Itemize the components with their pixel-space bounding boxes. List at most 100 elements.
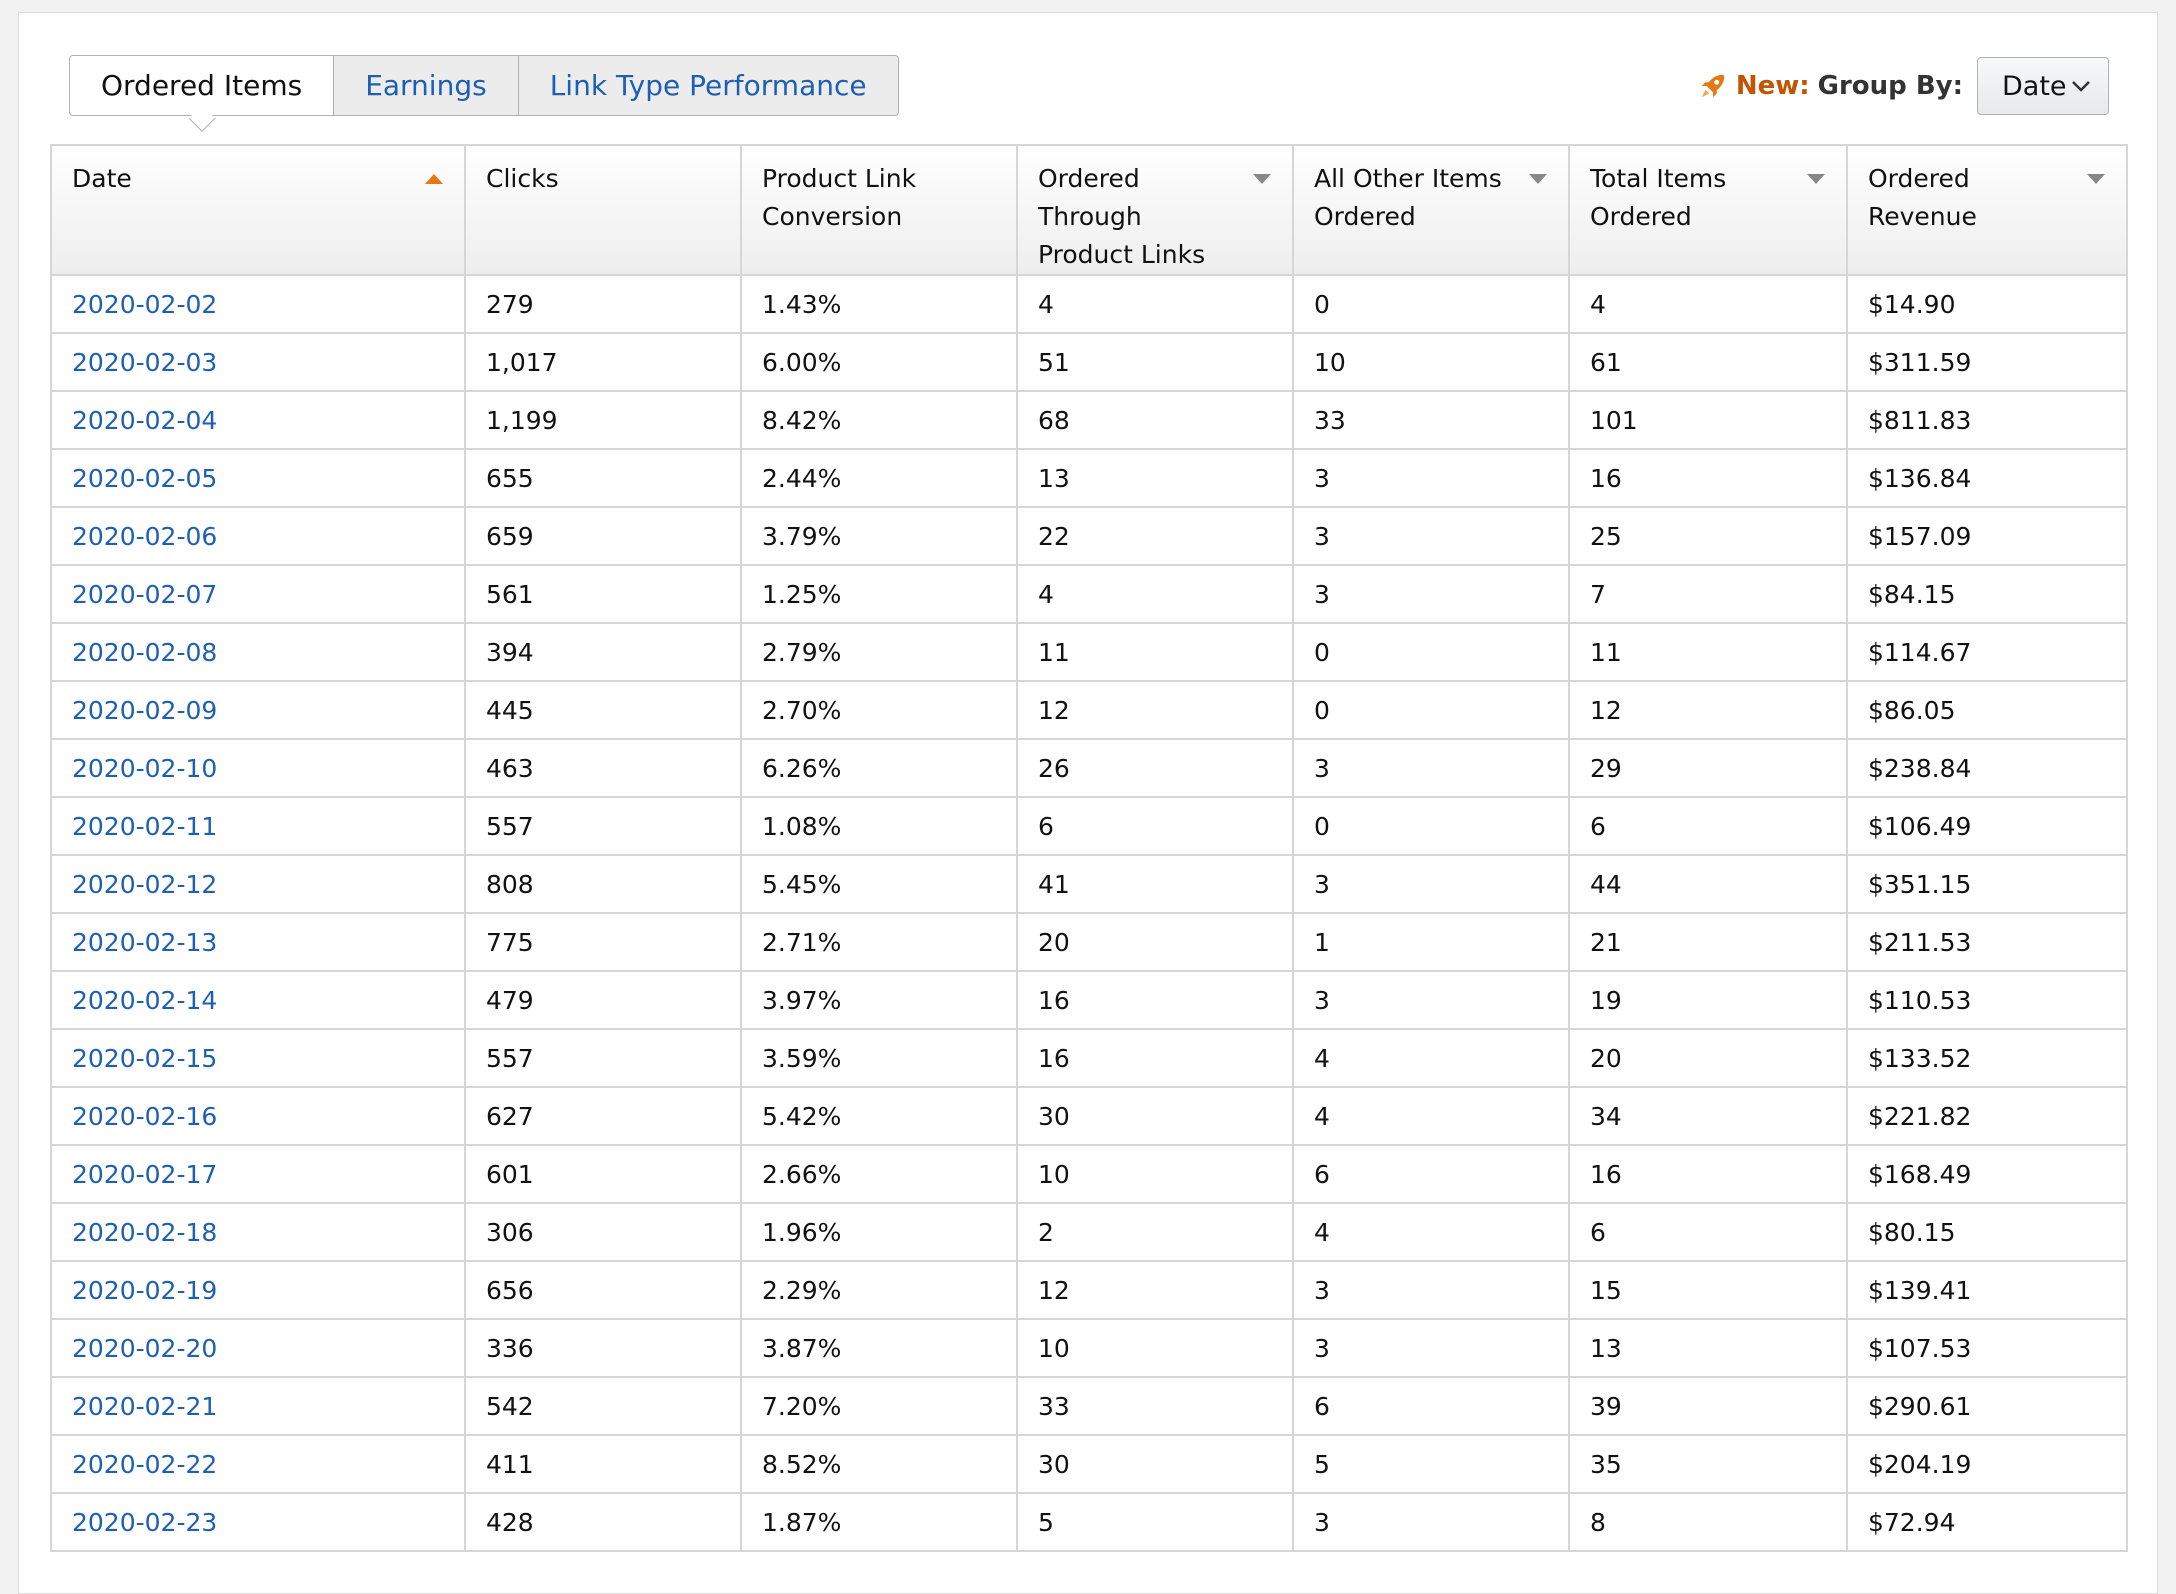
column-header-label: Total Items Ordered	[1590, 164, 1727, 231]
cell-date[interactable]: 2020-02-22	[50, 1434, 466, 1494]
table-row: 2020-02-21 542 7.20% 33 6 39 $290.61	[50, 1376, 2128, 1436]
cell-conversion: 3.97%	[740, 970, 1018, 1030]
report-tabs: Ordered Items Earnings Link Type Perform…	[69, 55, 899, 116]
cell-clicks: 659	[464, 506, 742, 566]
cell-conversion: 3.79%	[740, 506, 1018, 566]
group-by-label: Group By:	[1817, 71, 1963, 101]
cell-conversion: 1.08%	[740, 796, 1018, 856]
cell-total-items: 35	[1568, 1434, 1848, 1494]
table-row: 2020-02-20 336 3.87% 10 3 13 $107.53	[50, 1318, 2128, 1378]
cell-date[interactable]: 2020-02-17	[50, 1144, 466, 1204]
cell-date[interactable]: 2020-02-04	[50, 390, 466, 450]
cell-date[interactable]: 2020-02-20	[50, 1318, 466, 1378]
cell-date[interactable]: 2020-02-16	[50, 1086, 466, 1146]
tab-ordered-items[interactable]: Ordered Items	[69, 55, 335, 116]
cell-date[interactable]: 2020-02-14	[50, 970, 466, 1030]
cell-clicks: 479	[464, 970, 742, 1030]
cell-conversion: 8.52%	[740, 1434, 1018, 1494]
cell-ordered-through-links: 5	[1016, 1492, 1294, 1552]
column-header-ordered-through-product-links[interactable]: Ordered Through Product Links	[1016, 144, 1294, 276]
cell-other-items: 3	[1292, 1260, 1570, 1320]
cell-conversion: 6.26%	[740, 738, 1018, 798]
sort-descending-icon	[1807, 174, 1825, 184]
cell-date[interactable]: 2020-02-05	[50, 448, 466, 508]
column-header-all-other-items-ordered[interactable]: All Other Items Ordered	[1292, 144, 1570, 276]
cell-date[interactable]: 2020-02-06	[50, 506, 466, 566]
cell-revenue: $106.49	[1846, 796, 2128, 856]
chevron-down-icon	[2072, 81, 2090, 92]
cell-date[interactable]: 2020-02-07	[50, 564, 466, 624]
cell-other-items: 0	[1292, 274, 1570, 334]
cell-date[interactable]: 2020-02-18	[50, 1202, 466, 1262]
tab-link-type-performance[interactable]: Link Type Performance	[518, 55, 899, 116]
column-header-label: Clicks	[486, 164, 559, 193]
cell-clicks: 655	[464, 448, 742, 508]
cell-revenue: $351.15	[1846, 854, 2128, 914]
table-row: 2020-02-13 775 2.71% 20 1 21 $211.53	[50, 912, 2128, 972]
cell-date[interactable]: 2020-02-08	[50, 622, 466, 682]
table-row: 2020-02-04 1,199 8.42% 68 33 101 $811.83	[50, 390, 2128, 450]
cell-total-items: 15	[1568, 1260, 1848, 1320]
column-header-product-link-conversion[interactable]: Product Link Conversion	[740, 144, 1018, 276]
table-row: 2020-02-07 561 1.25% 4 3 7 $84.15	[50, 564, 2128, 624]
cell-conversion: 2.29%	[740, 1260, 1018, 1320]
column-header-label: Ordered Revenue	[1868, 164, 1977, 231]
cell-other-items: 4	[1292, 1028, 1570, 1088]
cell-total-items: 6	[1568, 1202, 1848, 1262]
cell-conversion: 2.66%	[740, 1144, 1018, 1204]
new-label: New:	[1735, 71, 1810, 101]
cell-conversion: 5.45%	[740, 854, 1018, 914]
cell-other-items: 3	[1292, 738, 1570, 798]
cell-conversion: 1.87%	[740, 1492, 1018, 1552]
cell-ordered-through-links: 41	[1016, 854, 1294, 914]
cell-date[interactable]: 2020-02-02	[50, 274, 466, 334]
cell-revenue: $157.09	[1846, 506, 2128, 566]
cell-clicks: 775	[464, 912, 742, 972]
sort-descending-icon	[2087, 174, 2105, 184]
table-row: 2020-02-05 655 2.44% 13 3 16 $136.84	[50, 448, 2128, 508]
cell-revenue: $72.94	[1846, 1492, 2128, 1552]
group-by-select[interactable]: Date	[1977, 57, 2109, 115]
cell-other-items: 4	[1292, 1086, 1570, 1146]
cell-revenue: $80.15	[1846, 1202, 2128, 1262]
column-header-total-items-ordered[interactable]: Total Items Ordered	[1568, 144, 1848, 276]
column-header-date[interactable]: Date	[50, 144, 466, 276]
tab-earnings[interactable]: Earnings	[334, 55, 519, 116]
column-header-clicks[interactable]: Clicks	[464, 144, 742, 276]
cell-ordered-through-links: 51	[1016, 332, 1294, 392]
cell-date[interactable]: 2020-02-09	[50, 680, 466, 740]
cell-revenue: $136.84	[1846, 448, 2128, 508]
sort-descending-icon	[1529, 174, 1547, 184]
cell-date[interactable]: 2020-02-12	[50, 854, 466, 914]
cell-date[interactable]: 2020-02-10	[50, 738, 466, 798]
cell-date[interactable]: 2020-02-23	[50, 1492, 466, 1552]
cell-date[interactable]: 2020-02-19	[50, 1260, 466, 1320]
cell-ordered-through-links: 11	[1016, 622, 1294, 682]
table-row: 2020-02-02 279 1.43% 4 0 4 $14.90	[50, 274, 2128, 334]
cell-ordered-through-links: 13	[1016, 448, 1294, 508]
cell-other-items: 0	[1292, 622, 1570, 682]
cell-clicks: 601	[464, 1144, 742, 1204]
cell-other-items: 6	[1292, 1376, 1570, 1436]
cell-date[interactable]: 2020-02-03	[50, 332, 466, 392]
cell-ordered-through-links: 10	[1016, 1318, 1294, 1378]
ordered-items-table: Date Clicks Product Link Conversion Orde…	[50, 144, 2128, 1552]
column-header-ordered-revenue[interactable]: Ordered Revenue	[1846, 144, 2128, 276]
cell-conversion: 1.25%	[740, 564, 1018, 624]
cell-ordered-through-links: 6	[1016, 796, 1294, 856]
cell-date[interactable]: 2020-02-13	[50, 912, 466, 972]
cell-other-items: 33	[1292, 390, 1570, 450]
cell-date[interactable]: 2020-02-21	[50, 1376, 466, 1436]
cell-conversion: 2.70%	[740, 680, 1018, 740]
cell-other-items: 5	[1292, 1434, 1570, 1494]
cell-other-items: 0	[1292, 680, 1570, 740]
table-row: 2020-02-16 627 5.42% 30 4 34 $221.82	[50, 1086, 2128, 1146]
cell-date[interactable]: 2020-02-15	[50, 1028, 466, 1088]
cell-ordered-through-links: 12	[1016, 680, 1294, 740]
cell-total-items: 44	[1568, 854, 1848, 914]
cell-clicks: 411	[464, 1434, 742, 1494]
cell-date[interactable]: 2020-02-11	[50, 796, 466, 856]
cell-clicks: 336	[464, 1318, 742, 1378]
cell-ordered-through-links: 22	[1016, 506, 1294, 566]
cell-other-items: 3	[1292, 448, 1570, 508]
